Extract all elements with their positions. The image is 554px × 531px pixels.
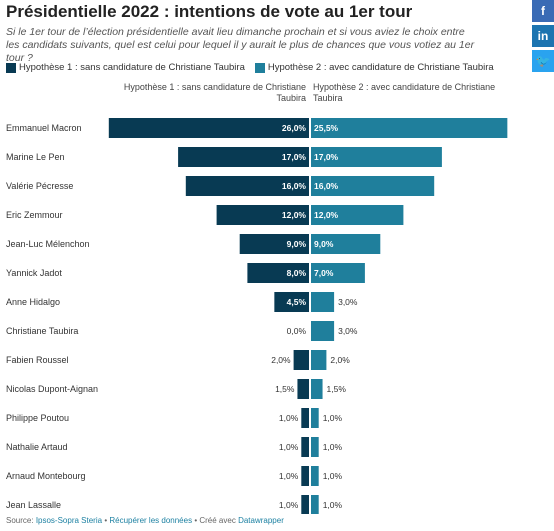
data-label-h2: 1,0% [323, 413, 343, 423]
data-label-h2: 9,0% [314, 239, 334, 249]
data-label-h1: 1,0% [279, 413, 299, 423]
data-label-h2: 12,0% [314, 210, 339, 220]
bar-h2 [311, 408, 319, 428]
bar-h1 [297, 379, 309, 399]
footer-separator: • [104, 516, 108, 525]
category-label: Nathalie Artaud [6, 442, 68, 452]
source-label: Source: [6, 516, 34, 525]
data-label-h2: 1,0% [323, 471, 343, 481]
legend-item-h1: Hypothèse 1 : sans candidature de Christ… [6, 62, 245, 73]
legend-item-h2: Hypothèse 2 : avec candidature de Christ… [254, 62, 494, 73]
category-label: Yannick Jadot [6, 268, 62, 278]
bar-h2 [311, 379, 323, 399]
bar-h2 [311, 350, 327, 370]
bar-h2 [311, 466, 319, 486]
bar-h1 [178, 147, 309, 167]
datawrapper-link[interactable]: Datawrapper [238, 516, 284, 525]
data-label-h2: 1,0% [323, 500, 343, 510]
bar-h1 [108, 118, 309, 138]
bar-h1 [301, 466, 309, 486]
source-link[interactable]: Ipsos-Sopra Steria [35, 516, 103, 525]
column-header-h2: Hypothèse 2 : avec candidature de Christ… [313, 82, 495, 103]
data-label-h2: 16,0% [314, 181, 339, 191]
legend-swatch-h2 [254, 62, 265, 73]
data-label-h1: 0,0% [287, 326, 307, 336]
data-label-h1: 8,0% [287, 268, 307, 278]
data-label-h1: 1,5% [275, 384, 295, 394]
bar-h1 [247, 263, 309, 283]
data-label-h2: 3,0% [338, 297, 358, 307]
data-label-h1: 1,0% [279, 442, 299, 452]
data-label-h1: 17,0% [282, 152, 307, 162]
bar-chart: Hypothèse 1 : sans candidature de Christ… [6, 82, 508, 514]
bar-h2 [311, 118, 508, 138]
category-label: Jean-Luc Mélenchon [6, 239, 90, 249]
category-label: Christiane Taubira [6, 326, 78, 336]
bar-h1 [301, 495, 309, 514]
category-label: Jean Lassalle [6, 500, 61, 510]
data-label-h1: 4,5% [287, 297, 307, 307]
facebook-share-button[interactable]: f [532, 0, 554, 22]
bar-h1 [274, 292, 309, 312]
category-label: Valérie Pécresse [6, 181, 73, 191]
chart-subtitle: Si le 1er tour de l’élection présidentie… [6, 26, 475, 64]
data-label-h1: 16,0% [282, 181, 307, 191]
bar-h2 [311, 321, 335, 341]
bar-h2 [311, 205, 404, 225]
bar-h1 [239, 234, 309, 254]
created-with-label: Créé avec [199, 516, 236, 525]
legend: Hypothèse 1 : sans candidature de Christ… [6, 62, 494, 73]
data-label-h2: 2,0% [330, 355, 350, 365]
category-label: Philippe Poutou [6, 413, 69, 423]
data-label-h2: 17,0% [314, 152, 339, 162]
legend-swatch-h1 [6, 62, 16, 73]
footer-separator: • [194, 516, 198, 525]
bar-h2 [311, 263, 365, 283]
data-label-h2: 7,0% [314, 268, 334, 278]
bar-h2 [311, 437, 319, 457]
data-label-h1: 1,0% [279, 471, 299, 481]
data-label-h2: 3,0% [338, 326, 358, 336]
twitter-share-button[interactable]: 🐦 [532, 50, 554, 72]
category-label: Fabien Roussel [6, 355, 69, 365]
linkedin-share-button[interactable]: in [532, 25, 554, 47]
footer: Source: Ipsos-Sopra Steria • Récupérer l… [6, 516, 284, 525]
data-label-h1: 1,0% [279, 500, 299, 510]
data-label-h2: 1,5% [327, 384, 347, 394]
bar-h1 [301, 408, 309, 428]
category-label: Nicolas Dupont-Aignan [6, 384, 98, 394]
legend-label-h1: Hypothèse 1 : sans candidature de Christ… [19, 62, 245, 73]
bar-h2 [311, 495, 319, 514]
bar-h1 [185, 176, 309, 196]
data-label-h2: 25,5% [314, 123, 339, 133]
legend-label-h2: Hypothèse 2 : avec candidature de Christ… [267, 62, 494, 73]
bar-h2 [311, 234, 381, 254]
column-header-h1: Hypothèse 1 : sans candidature de Christ… [124, 82, 306, 103]
data-label-h1: 26,0% [282, 123, 307, 133]
data-label-h1: 12,0% [282, 210, 307, 220]
bar-h1 [301, 437, 309, 457]
category-label: Emmanuel Macron [6, 123, 82, 133]
category-label: Arnaud Montebourg [6, 471, 86, 481]
data-label-h2: 1,0% [323, 442, 343, 452]
data-label-h1: 2,0% [271, 355, 291, 365]
data-label-h1: 9,0% [287, 239, 307, 249]
category-label: Anne Hidalgo [6, 297, 60, 307]
bar-h2 [311, 147, 442, 167]
bar-h2 [311, 292, 335, 312]
chart-title: Présidentielle 2022 : intentions de vote… [6, 2, 413, 21]
category-label: Eric Zemmour [6, 210, 63, 220]
category-label: Marine Le Pen [6, 152, 65, 162]
bar-h1 [216, 205, 309, 225]
download-data-link[interactable]: Récupérer les données [109, 516, 193, 525]
bar-h1 [293, 350, 309, 370]
social-share-bar: f in 🐦 [532, 0, 554, 72]
bar-h2 [311, 176, 435, 196]
